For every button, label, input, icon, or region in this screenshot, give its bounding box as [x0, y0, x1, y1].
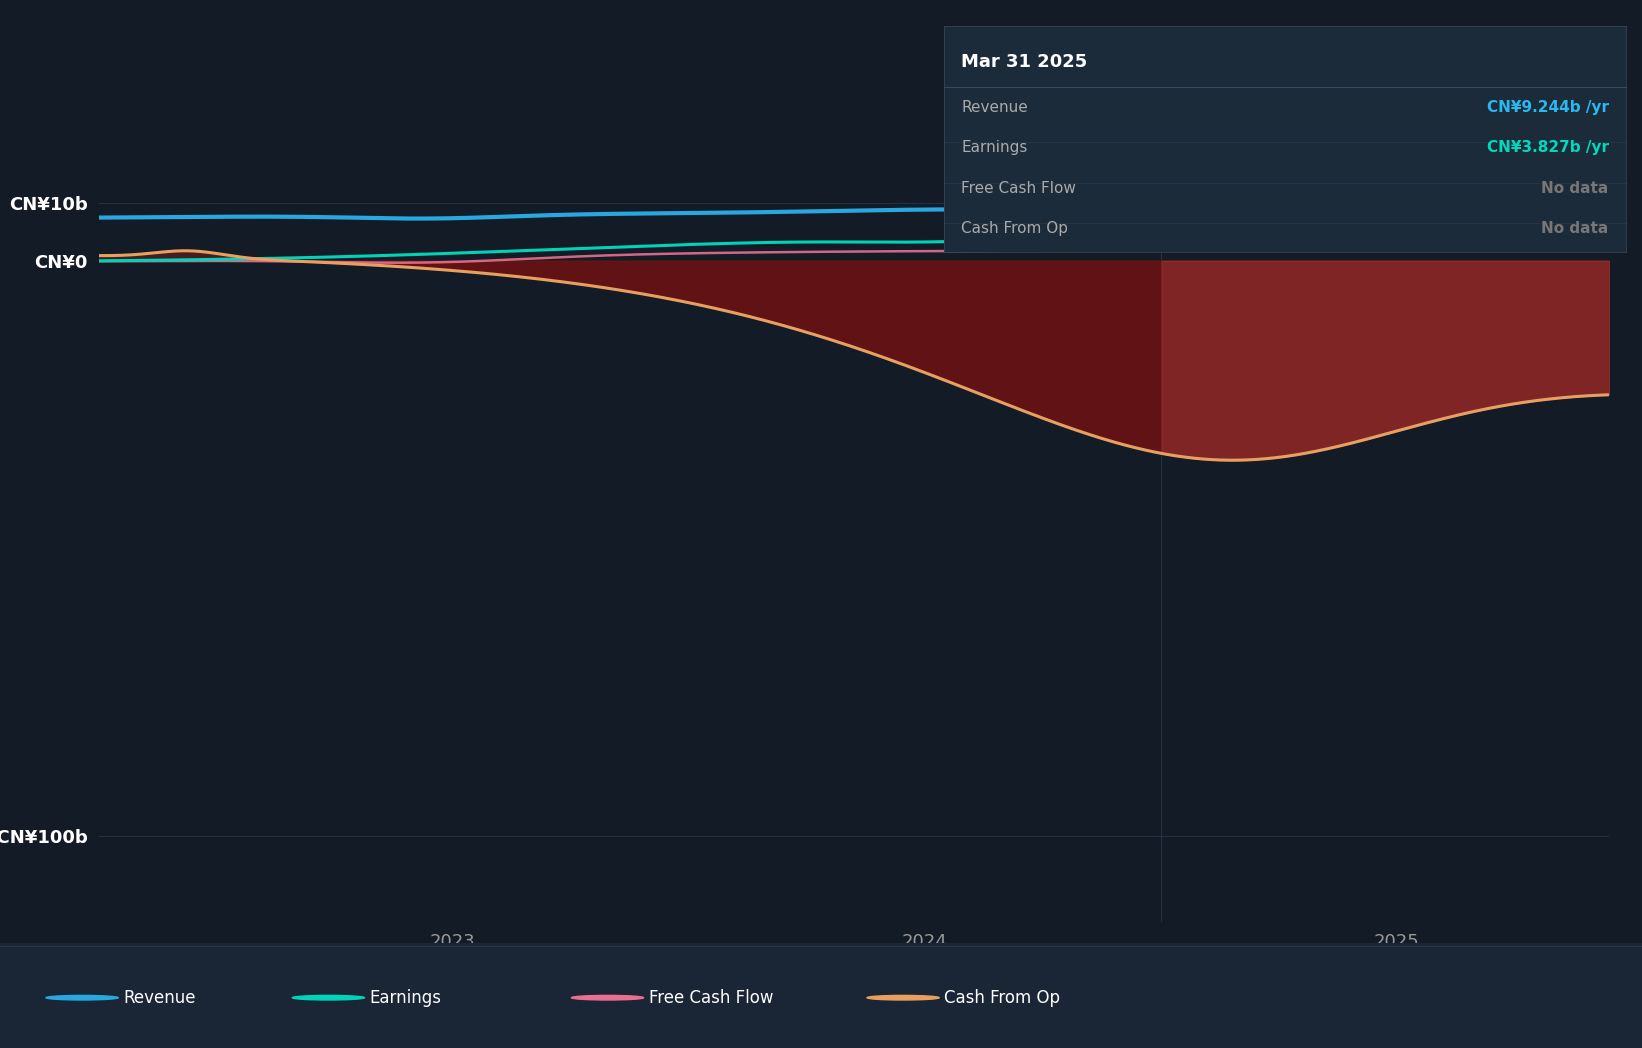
- Text: Cash From Op: Cash From Op: [944, 988, 1061, 1007]
- Text: Earnings: Earnings: [961, 140, 1028, 155]
- Text: Free Cash Flow: Free Cash Flow: [649, 988, 773, 1007]
- Circle shape: [867, 996, 939, 1000]
- Text: Free Cash Flow: Free Cash Flow: [961, 181, 1076, 196]
- Text: Earnings: Earnings: [369, 988, 442, 1007]
- Text: Revenue: Revenue: [961, 100, 1028, 115]
- Text: CN¥3.827b /yr: CN¥3.827b /yr: [1486, 140, 1609, 155]
- Circle shape: [292, 996, 365, 1000]
- Circle shape: [571, 996, 644, 1000]
- Circle shape: [46, 996, 118, 1000]
- Text: Past: Past: [1573, 237, 1604, 253]
- Text: No data: No data: [1542, 181, 1609, 196]
- Text: Cash From Op: Cash From Op: [961, 221, 1069, 237]
- Text: No data: No data: [1542, 221, 1609, 237]
- Text: Mar 31 2025: Mar 31 2025: [961, 53, 1087, 71]
- Text: CN¥9.244b /yr: CN¥9.244b /yr: [1486, 100, 1609, 115]
- Text: Revenue: Revenue: [123, 988, 195, 1007]
